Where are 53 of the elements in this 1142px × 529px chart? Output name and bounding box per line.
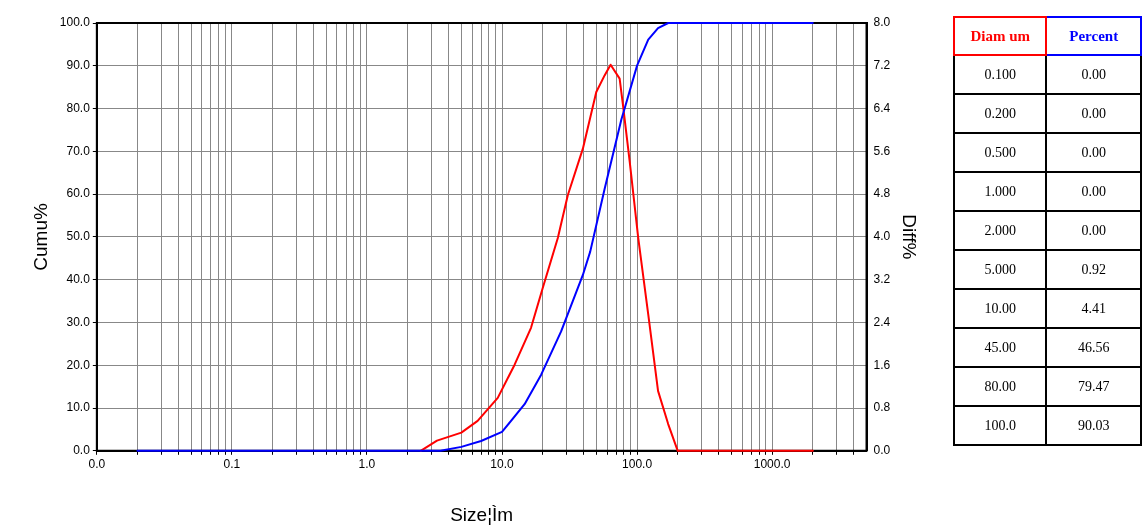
category-label: 2.000 bbox=[954, 211, 1047, 250]
x-tick-label: 0.1 bbox=[223, 457, 241, 472]
category-label: 10.00 bbox=[954, 289, 1047, 328]
x-tick-label: 10.0 bbox=[490, 457, 514, 472]
y2-tick-label: 6.4 bbox=[873, 100, 891, 115]
y2-tick-label: 5.6 bbox=[873, 143, 891, 158]
category-label: 100.0 bbox=[954, 406, 1047, 445]
data-label: 0.00 bbox=[1046, 211, 1141, 250]
data-label: 0.00 bbox=[1046, 94, 1141, 133]
data-label: 0.00 bbox=[1046, 133, 1141, 172]
category-label: 5.000 bbox=[954, 250, 1047, 289]
y2-axis-title: Diff% bbox=[899, 214, 921, 260]
y2-tick-label: 8.0 bbox=[873, 15, 891, 30]
y2-tick-label: 7.2 bbox=[873, 58, 891, 73]
text: Diam um bbox=[954, 17, 1047, 55]
y2-tick-label: 4.0 bbox=[873, 229, 891, 244]
category-label: 45.00 bbox=[954, 328, 1047, 367]
y2-tick-label: 0.8 bbox=[873, 400, 891, 415]
data-label: 0.00 bbox=[1046, 55, 1141, 94]
data-label: 4.41 bbox=[1046, 289, 1141, 328]
category-label: 1.000 bbox=[954, 172, 1047, 211]
y-tick-label: 40.0 bbox=[66, 271, 91, 286]
y2-tick-label: 0.0 bbox=[873, 443, 891, 458]
data-label: 0.92 bbox=[1046, 250, 1141, 289]
y-tick-label: 80.0 bbox=[66, 100, 91, 115]
y-tick-label: 100.0 bbox=[59, 15, 91, 30]
data-label: 46.56 bbox=[1046, 328, 1141, 367]
category-label: 80.00 bbox=[954, 367, 1047, 406]
data-label: 79.47 bbox=[1046, 367, 1141, 406]
y2-tick-label: 1.6 bbox=[873, 357, 891, 372]
y-tick-label: 10.0 bbox=[66, 400, 91, 415]
legend-label: Percent bbox=[1046, 17, 1141, 55]
y2-tick-label: 2.4 bbox=[873, 314, 891, 329]
y-tick-label: 50.0 bbox=[66, 229, 91, 244]
y-tick-label: 0.0 bbox=[73, 443, 91, 458]
x-tick-label: 1000.0 bbox=[753, 457, 791, 472]
data-label: 90.03 bbox=[1046, 406, 1141, 445]
y-tick-label: 90.0 bbox=[66, 58, 91, 73]
x-tick-label: 0.0 bbox=[88, 457, 106, 472]
x-tick-label: 1.0 bbox=[358, 457, 376, 472]
y-tick-label: 30.0 bbox=[66, 314, 91, 329]
y2-tick-label: 4.8 bbox=[873, 186, 891, 201]
x-tick-label: 100.0 bbox=[622, 457, 653, 472]
category-label: 0.200 bbox=[954, 94, 1047, 133]
y-tick-label: 60.0 bbox=[66, 186, 91, 201]
data-label: 0.00 bbox=[1046, 172, 1141, 211]
y2-tick-label: 3.2 bbox=[873, 271, 891, 286]
category-label: 0.500 bbox=[954, 133, 1047, 172]
x-axis-title: Size¦Ìm bbox=[450, 503, 514, 525]
y-tick-label: 70.0 bbox=[66, 143, 91, 158]
y-axis-title: Cumu% bbox=[29, 203, 51, 271]
y-tick-label: 20.0 bbox=[66, 357, 91, 372]
category-label: 0.100 bbox=[954, 55, 1047, 94]
